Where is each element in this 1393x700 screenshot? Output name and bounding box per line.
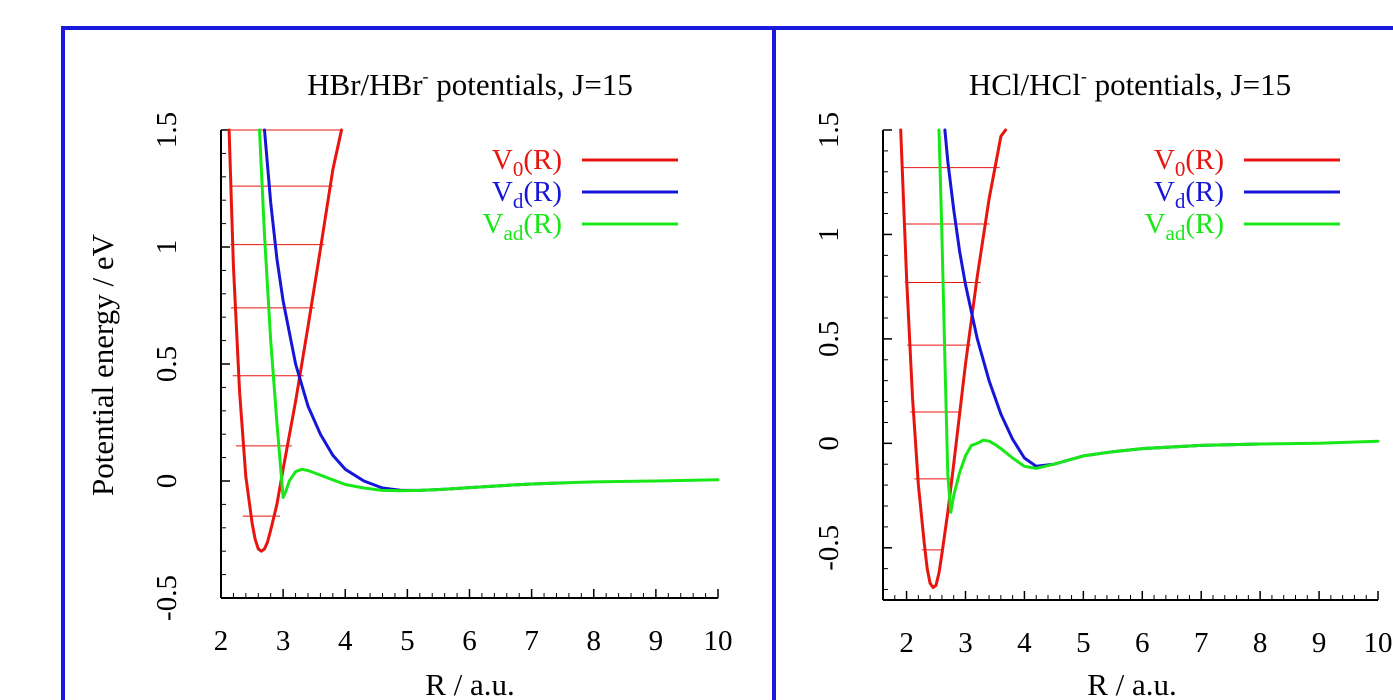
right-panel-frame bbox=[772, 26, 1393, 700]
hcl-x-tick-label: 7 bbox=[1194, 627, 1209, 659]
hbr-y-tick-label: 1.5 bbox=[151, 112, 183, 148]
hbr-panel: HBr/HBr- potentials, J=15 Potential ener… bbox=[85, 66, 733, 700]
hcl-curves bbox=[899, 128, 1380, 589]
hbr-legend: V0(R)Vd(R)Vad(R) bbox=[483, 144, 678, 245]
hbr-y-tick-label: 0.5 bbox=[151, 346, 183, 382]
hcl-x-tick-label: 10 bbox=[1364, 627, 1393, 659]
hbr-axes bbox=[220, 130, 718, 599]
hcl-y-tick-label: 0 bbox=[813, 436, 845, 451]
hbr-vad-curve bbox=[258, 128, 720, 499]
hbr-x-tick-label: 7 bbox=[524, 625, 539, 657]
hcl-x-tick-label: 5 bbox=[1076, 627, 1091, 659]
hbr-x-tick-label: 6 bbox=[462, 625, 477, 657]
hcl-vad-curve bbox=[937, 128, 1380, 514]
hcl-y-tick-label: -0.5 bbox=[813, 525, 845, 571]
hcl-y-tick-label: 1.5 bbox=[813, 112, 845, 148]
hbr-y-tick-label: 0 bbox=[151, 474, 183, 489]
hbr-x-axis-label: R / a.u. bbox=[425, 667, 515, 700]
hcl-chart-title: HCl/HCl- potentials, J=15 bbox=[969, 66, 1291, 102]
hcl-x-tick-label: 3 bbox=[958, 627, 973, 659]
hbr-x-tick-label: 3 bbox=[276, 625, 291, 657]
hcl-x-tick-label: 8 bbox=[1253, 627, 1268, 659]
hcl-vibrational-levels bbox=[901, 167, 1000, 551]
hbr-chart-title: HBr/HBr- potentials, J=15 bbox=[307, 66, 633, 102]
hcl-panel: HCl/HCl- potentials, J=15 R / a.u. 2 3 4 5 6… bbox=[813, 66, 1393, 700]
hbr-legend-vd-label: Vd(R) bbox=[492, 176, 562, 213]
hbr-x-tick-label: 4 bbox=[338, 625, 353, 657]
hcl-x-tick-label: 2 bbox=[899, 627, 914, 659]
hcl-x-axis-label: R / a.u. bbox=[1087, 667, 1177, 700]
hbr-x-tick-label: 9 bbox=[649, 625, 664, 657]
hbr-v0-curve bbox=[227, 128, 343, 553]
hbr-y-axis-label: Potential energy / eV bbox=[85, 233, 120, 496]
hcl-y-tick-label: 0.5 bbox=[813, 321, 845, 357]
hcl-legend-v0-label: V0(R) bbox=[1154, 144, 1224, 181]
hcl-y-tick-label: 1 bbox=[813, 227, 845, 242]
hbr-y-tick-label: 1 bbox=[151, 240, 183, 255]
hbr-ticks: 2 3 4 5 6 7 8 9 10 -0.5 0 0.5 1 1.5 bbox=[151, 112, 733, 657]
hcl-ticks: 2 3 4 5 6 7 8 9 10 -0.5 0 0.5 1 1.5 bbox=[813, 112, 1393, 659]
hbr-x-tick-label: 10 bbox=[704, 625, 733, 657]
hbr-x-tick-label: 2 bbox=[214, 625, 229, 657]
hcl-legend-vad-label: Vad(R) bbox=[1145, 208, 1224, 245]
hcl-legend-vd-label: Vd(R) bbox=[1154, 176, 1224, 213]
hcl-x-tick-label: 6 bbox=[1135, 627, 1150, 659]
hbr-legend-v0-label: V0(R) bbox=[492, 144, 562, 181]
hcl-legend: V0(R)Vd(R)Vad(R) bbox=[1145, 144, 1340, 245]
hcl-x-tick-label: 9 bbox=[1312, 627, 1327, 659]
hbr-curves bbox=[227, 128, 720, 553]
hbr-legend-vad-label: Vad(R) bbox=[483, 208, 562, 245]
hcl-v0-curve bbox=[899, 128, 1008, 589]
hcl-x-tick-label: 4 bbox=[1017, 627, 1032, 659]
hbr-y-tick-label: -0.5 bbox=[151, 575, 183, 621]
hbr-vibrational-levels bbox=[229, 129, 342, 517]
hcl-axes bbox=[882, 130, 1378, 601]
hbr-x-tick-label: 8 bbox=[587, 625, 602, 657]
hbr-x-tick-label: 5 bbox=[400, 625, 415, 657]
